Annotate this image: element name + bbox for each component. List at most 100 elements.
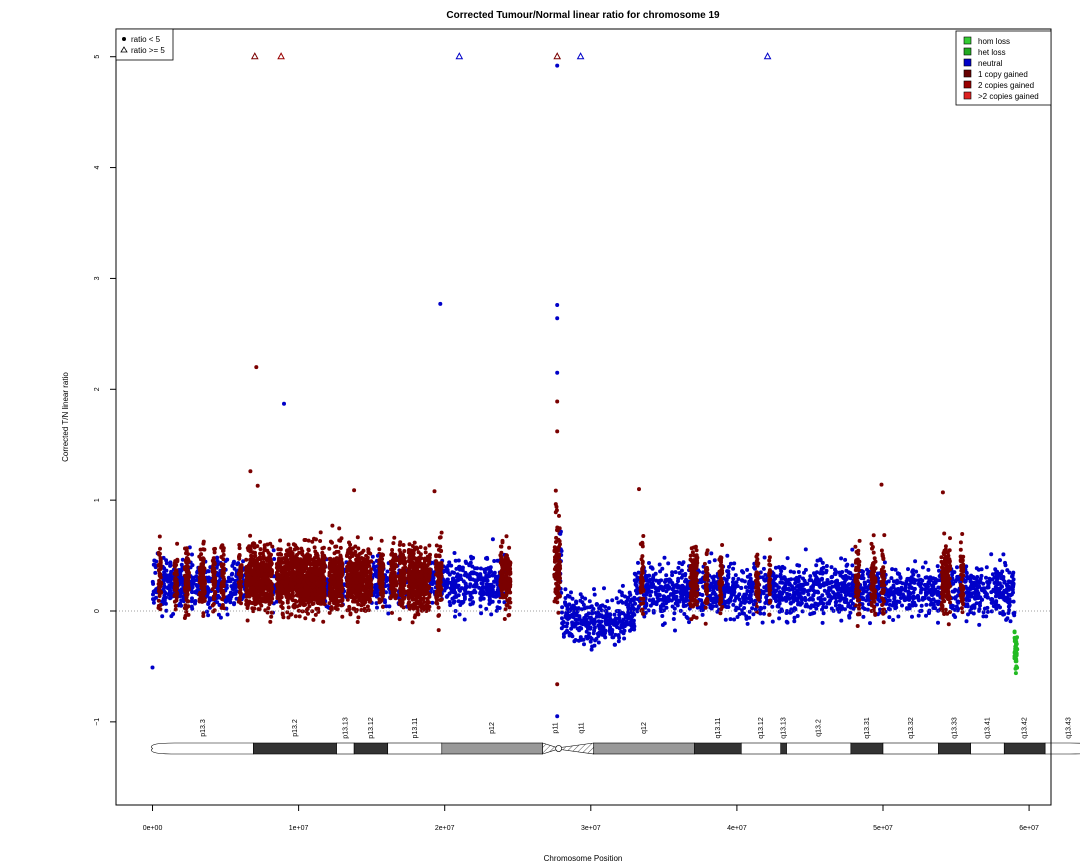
data-point [613,632,618,637]
data-point [978,580,983,584]
gain-point [157,573,162,578]
gain-point [202,596,207,601]
data-point [683,579,687,584]
gain-point [157,586,162,590]
data-point [929,601,934,605]
data-point [727,564,731,569]
data-point [487,598,492,603]
data-point [633,572,638,577]
data-point [977,608,981,613]
data-point [266,606,271,611]
gain-point [265,586,270,591]
data-point [457,564,462,569]
data-point [807,588,812,593]
data-point [462,588,467,593]
data-point [1003,563,1008,568]
data-point [989,552,994,557]
data-point [230,563,235,568]
data-point [956,606,961,611]
data-point [207,598,212,603]
data-point [899,587,904,592]
data-point [954,578,959,582]
data-point [617,612,622,617]
gain-point [182,565,187,570]
data-point [584,634,589,639]
data-point [457,612,462,617]
data-point [494,608,499,613]
data-point [780,564,785,569]
data-point [711,600,716,605]
gain-point [221,552,226,557]
data-point [154,587,159,592]
data-point [726,605,731,609]
data-point [982,589,987,594]
gain-point [262,548,267,553]
data-point [803,598,808,603]
data-point [895,580,900,585]
gain-point [262,599,267,604]
data-point [923,560,928,565]
data-point [635,575,640,580]
data-point [666,599,671,603]
data-point [563,587,568,592]
data-point [616,639,621,644]
data-point [889,576,894,581]
data-point [663,578,668,583]
data-point [914,569,919,574]
data-point [843,593,848,598]
data-point [569,626,574,631]
data-point [728,598,733,603]
data-point [802,570,806,575]
data-point [226,579,230,584]
data-point [791,608,796,613]
data-point [1011,599,1016,604]
data-point [193,590,198,595]
data-point [998,558,1002,563]
data-point [451,600,456,605]
data-point [488,592,493,597]
data-point [744,592,749,597]
data-point [838,573,843,578]
data-point [587,605,592,610]
data-point [989,609,994,614]
data-point [953,596,958,601]
gain-point [262,568,267,573]
data-point [795,598,800,603]
data-point [385,569,390,574]
data-point [448,603,453,608]
data-point [430,600,435,605]
data-point [964,619,969,624]
data-point [744,599,748,604]
data-point [489,612,494,617]
data-point [603,635,608,640]
data-point [471,555,476,560]
data-point [731,566,736,571]
data-point [151,581,156,586]
gain-point [211,563,216,568]
data-point [977,622,982,627]
data-point [965,586,970,591]
data-point [751,602,756,607]
data-point [569,590,573,595]
data-point [920,597,925,602]
data-point [955,565,959,570]
data-point [776,565,781,570]
data-point [953,587,958,592]
data-point [773,576,778,581]
data-point [191,581,196,585]
data-point [485,592,490,597]
data-point [181,597,186,602]
data-point [567,633,572,638]
data-point [374,594,379,599]
chart-title: Corrected Tumour/Normal linear ratio for… [446,10,720,21]
data-point [891,593,896,598]
data-point [851,606,856,611]
data-point [649,589,654,594]
data-point [927,597,932,602]
gain-point [246,602,251,607]
data-point [461,579,466,584]
data-point [788,569,793,574]
data-point [803,567,808,572]
gain-point [221,557,226,562]
